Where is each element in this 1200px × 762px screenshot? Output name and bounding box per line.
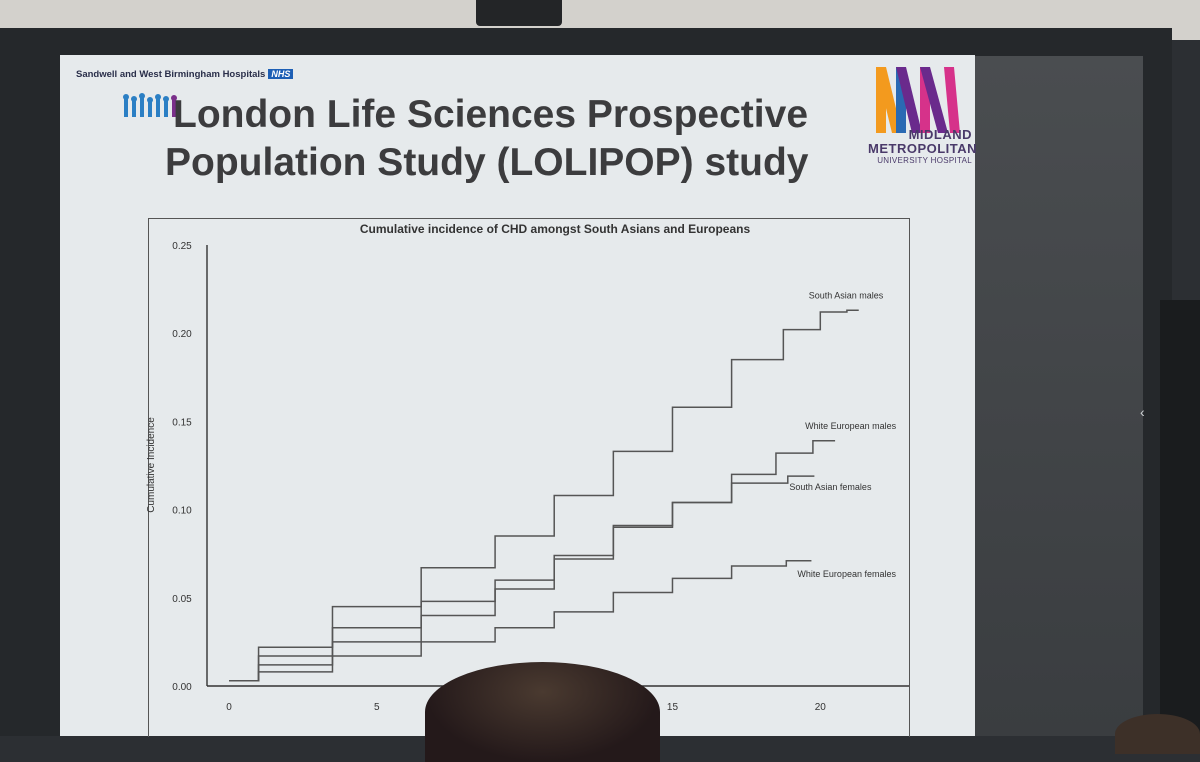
axes: 0.00 0.05 0.10 0.15 0.20 0.25 0 5 15 20: [172, 241, 909, 713]
audience-head: [425, 662, 660, 762]
series-labels: South Asian males White European males Sou…: [789, 290, 896, 578]
chart-title: Cumulative incidence of CHD amongst Sout…: [360, 222, 751, 236]
x-tick-label: 20: [815, 702, 827, 713]
y-tick-label: 0.20: [172, 329, 192, 340]
series-label: White European males: [805, 421, 897, 431]
y-tick-label: 0.15: [172, 417, 192, 428]
hospital-name: Sandwell and West Birmingham Hospitals NH…: [76, 69, 294, 80]
series-label: South Asian females: [789, 482, 872, 492]
series-line: [229, 440, 836, 682]
y-tick-label: 0.25: [172, 241, 192, 252]
x-tick-label: 0: [226, 702, 232, 713]
series-label: South Asian males: [809, 290, 884, 300]
mmu-logo-text: MIDLAND METROPOLITAN UNIVERSITY HOSPITAL: [868, 127, 978, 166]
y-tick-label: 0.10: [172, 506, 192, 517]
x-tick-label: 5: [374, 702, 380, 713]
y-tick-label: 0.05: [172, 594, 192, 605]
audience-head-2: [1115, 714, 1200, 754]
series-line: [229, 475, 815, 682]
camera: [476, 0, 562, 26]
series-label: White European females: [797, 569, 896, 579]
people-logo-icon: [123, 93, 177, 117]
y-tick-label: 0.00: [172, 682, 192, 693]
mmu-logo-icon: [876, 67, 960, 133]
slide-title: London Life Sciences Prospective Populat…: [165, 91, 885, 187]
chevron-left-icon[interactable]: ‹: [1140, 404, 1145, 420]
series-line: [229, 309, 859, 682]
series-line: [229, 560, 812, 682]
plot-frame: [148, 218, 910, 737]
nhs-badge: NHS: [268, 69, 294, 79]
slide: Sandwell and West Birmingham Hospitals NH…: [60, 55, 978, 737]
chart: Cumulative incidence of CHD amongst Sout…: [146, 222, 909, 713]
desktop-background: [975, 56, 1143, 736]
side-panel: [1160, 300, 1200, 736]
x-tick-label: 15: [667, 702, 679, 713]
series-lines: [229, 309, 859, 682]
title-line-2: Population Study (LOLIPOP) study: [165, 141, 809, 184]
title-line-1: London Life Sciences Prospective: [173, 93, 809, 136]
y-axis-label: Cumulative Incidence: [146, 417, 157, 513]
